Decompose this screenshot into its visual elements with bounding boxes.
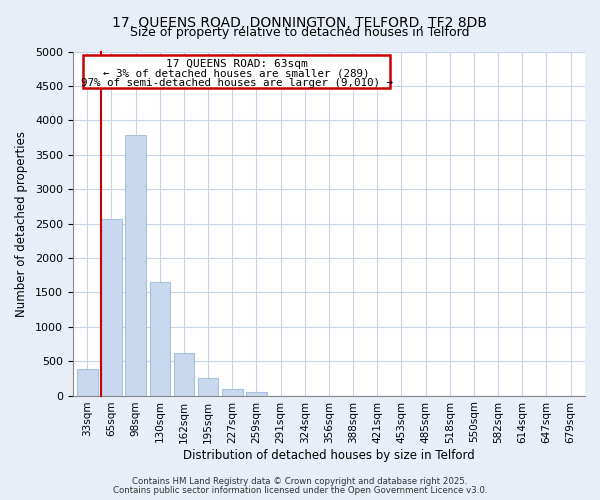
Bar (173, 353, 194, 396)
Bar (125, 136, 146, 396)
Text: ← 3% of detached houses are smaller (289): ← 3% of detached houses are smaller (289… (103, 68, 370, 78)
Text: 17 QUEENS ROAD: 63sqm: 17 QUEENS ROAD: 63sqm (166, 59, 308, 69)
Y-axis label: Number of detached properties: Number of detached properties (15, 130, 28, 316)
Text: Contains public sector information licensed under the Open Government Licence v3: Contains public sector information licen… (113, 486, 487, 495)
X-axis label: Distribution of detached houses by size in Telford: Distribution of detached houses by size … (183, 450, 475, 462)
Bar (198, 378, 218, 396)
Text: 97% of semi-detached houses are larger (9,010) →: 97% of semi-detached houses are larger (… (80, 78, 392, 88)
Text: Contains HM Land Registry data © Crown copyright and database right 2025.: Contains HM Land Registry data © Crown c… (132, 477, 468, 486)
Bar (246, 392, 266, 396)
Text: Size of property relative to detached houses in Telford: Size of property relative to detached ho… (130, 26, 470, 39)
Bar (149, 282, 170, 396)
Text: 17, QUEENS ROAD, DONNINGTON, TELFORD, TF2 8DB: 17, QUEENS ROAD, DONNINGTON, TELFORD, TF… (113, 16, 487, 30)
FancyBboxPatch shape (83, 55, 391, 88)
Bar (222, 388, 242, 396)
Bar (101, 220, 122, 396)
Bar (77, 368, 98, 396)
